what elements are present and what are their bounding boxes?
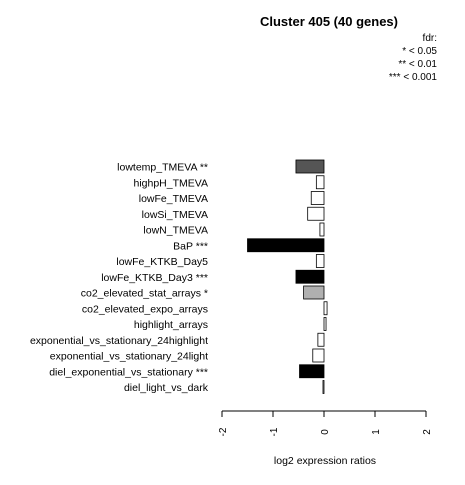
bar-5: [247, 238, 325, 253]
category-label-10: highlight_arrays: [134, 319, 208, 331]
category-label-14: diel_light_vs_dark: [124, 382, 209, 394]
category-label-12: exponential_vs_stationary_24light: [50, 351, 208, 363]
x-axis: -2 -1 0 1 2: [218, 410, 433, 436]
bars: [247, 159, 328, 394]
category-label-13: diel_exponential_vs_stationary ***: [49, 366, 208, 378]
x-axis-label: log2 expression ratios: [274, 455, 376, 467]
bar-9: [323, 301, 328, 316]
category-label-8: co2_elevated_stat_arrays *: [81, 288, 208, 300]
category-label-4: lowN_TMEVA: [143, 225, 208, 237]
x-tick-label-0: -2: [218, 427, 229, 436]
category-label-5: BaP ***: [173, 240, 208, 252]
x-tick-label-3: 1: [371, 429, 382, 435]
bar-11: [317, 332, 325, 347]
bar-13: [299, 364, 325, 379]
category-label-9: co2_elevated_expo_arrays: [82, 303, 208, 315]
bar-12: [312, 348, 325, 363]
x-tick-label-2: 0: [320, 429, 331, 435]
chart-title: Cluster 405 (40 genes): [260, 14, 398, 29]
bar-10: [323, 317, 327, 331]
bar-0: [295, 159, 325, 174]
category-label-2: lowFe_TMEVA: [139, 193, 208, 205]
bar-2: [310, 191, 325, 205]
x-tick-label-4: 2: [422, 429, 433, 435]
legend-entry-2: ** < 0.01: [398, 59, 437, 70]
category-label-1: highpH_TMEVA: [133, 177, 208, 189]
legend-entry-1: * < 0.05: [402, 46, 437, 57]
bar-7: [295, 269, 325, 284]
category-label-0: lowtemp_TMEVA **: [117, 162, 208, 174]
bar-4: [319, 222, 325, 237]
x-tick-label-1: -1: [269, 427, 280, 436]
bar-1: [315, 175, 325, 190]
bar-6: [315, 254, 325, 268]
legend-entry-3: *** < 0.001: [389, 72, 438, 83]
category-labels: lowtemp_TMEVA ** highpH_TMEVA lowFe_TMEVAl…: [30, 162, 209, 395]
category-label-6: lowFe_KTKB_Day5: [116, 256, 208, 268]
category-label-3: lowSi_TMEVA: [142, 209, 208, 221]
legend: fdr: * < 0.05 ** < 0.01 *** < 0.001: [389, 33, 438, 83]
category-label-7: lowFe_KTKB_Day3 ***: [101, 272, 208, 284]
bar-8: [303, 285, 325, 300]
x-ticks: -2 -1 0 1 2: [218, 411, 433, 436]
bar-3: [307, 206, 325, 221]
legend-title: fdr:: [423, 33, 437, 44]
bar-14: [322, 380, 325, 394]
category-label-11: exponential_vs_stationary_24highlight: [30, 335, 208, 347]
